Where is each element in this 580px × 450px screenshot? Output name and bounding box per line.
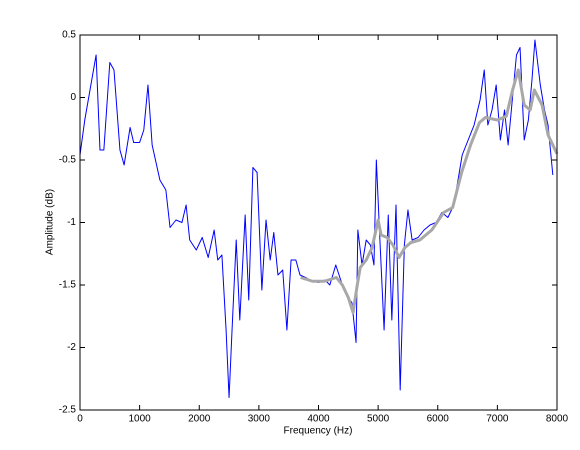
data-line	[300, 68, 559, 314]
x-tick-label: 7000	[486, 414, 509, 425]
x-tick-label: 5000	[367, 414, 390, 425]
y-tick-label: -2	[67, 342, 76, 353]
x-tick-label: 2000	[188, 414, 211, 425]
x-tick-label: 1000	[129, 414, 152, 425]
x-tick-label: 3000	[248, 414, 271, 425]
y-tick-label: -2.5	[59, 405, 77, 416]
plot-frame	[79, 34, 558, 411]
y-tick-label: 0.5	[62, 30, 76, 41]
x-tick-label: 4000	[307, 414, 330, 425]
x-tick-label: 0	[77, 414, 83, 425]
y-tick-label: 0	[70, 92, 76, 103]
x-axis-label: Frequency (Hz)	[284, 426, 353, 437]
y-tick-label: -0.5	[59, 155, 77, 166]
y-axis-label: Amplitude (dB)	[45, 189, 56, 255]
x-tick-label: 8000	[546, 414, 569, 425]
x-tick-label: 6000	[427, 414, 450, 425]
data-line	[79, 39, 554, 398]
y-tick-label: -1	[67, 217, 76, 228]
y-tick-label: -1.5	[59, 280, 77, 291]
